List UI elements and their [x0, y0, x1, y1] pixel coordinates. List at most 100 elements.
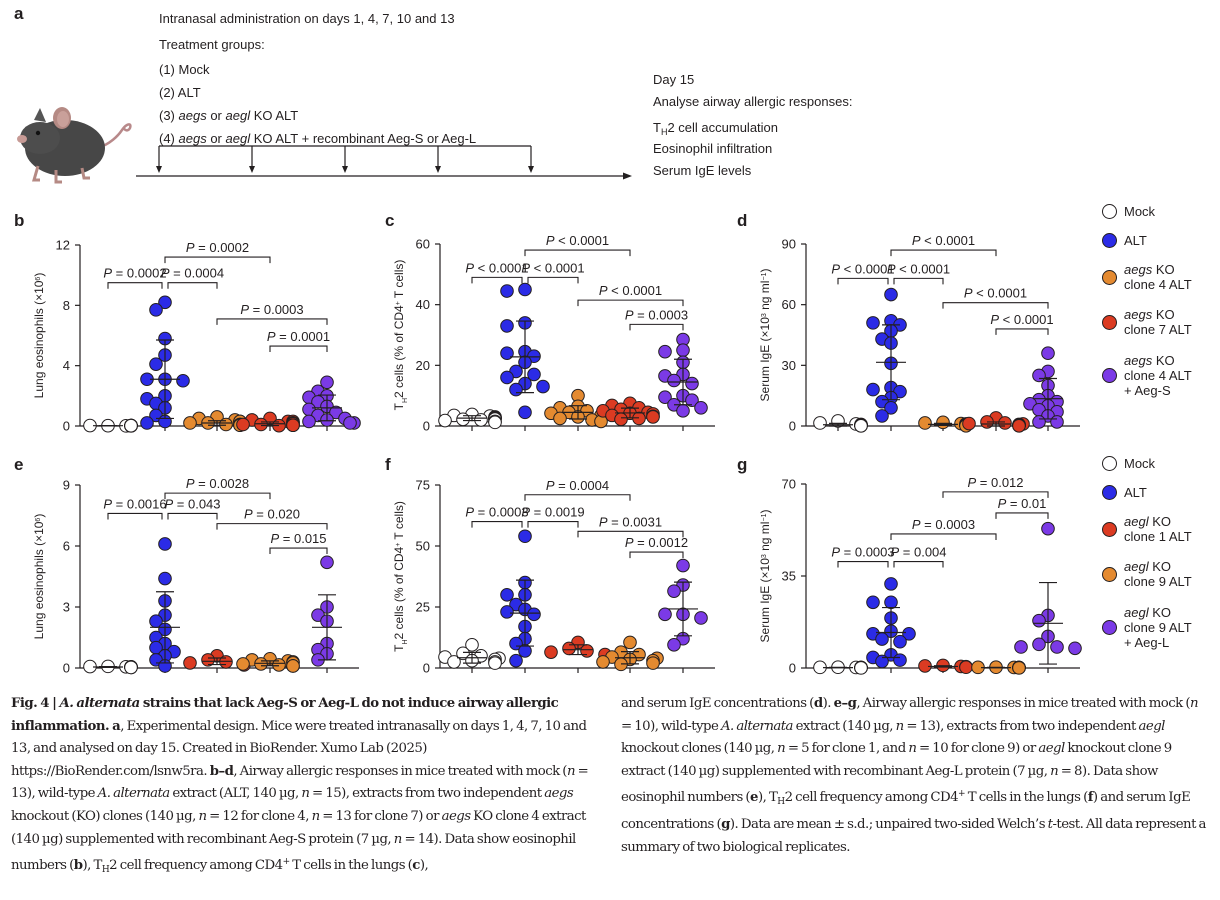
data-point — [527, 607, 541, 622]
legend-item: aegs KO clone 4 ALT — [1102, 262, 1192, 292]
data-point — [201, 653, 215, 667]
y-tick-label: 9 — [63, 478, 70, 493]
p-value-label: P < 0.0001 — [599, 283, 662, 298]
legend-swatch-icon — [1102, 620, 1117, 635]
treatment-group-item: (2) ALT — [159, 85, 201, 100]
legend-item: aegl KO clone 1 ALT — [1102, 514, 1192, 544]
series-1 — [140, 295, 190, 430]
p-value-label: P = 0.0012 — [625, 535, 688, 550]
p-value-label: P = 0.0004 — [161, 266, 224, 281]
legend-item: aegl KO clone 9 ALT — [1102, 559, 1192, 589]
data-point — [500, 370, 514, 385]
data-point — [1068, 641, 1082, 656]
data-point — [1032, 613, 1046, 628]
legend-label: aegl KO clone 9 ALT + Aeg-L — [1124, 605, 1192, 650]
readout-item: Serum IgE levels — [653, 163, 752, 178]
significance-bracket: P = 0.0002 — [103, 266, 167, 289]
data-point — [438, 413, 452, 428]
y-tick-label: 30 — [782, 358, 796, 373]
data-point — [219, 417, 233, 432]
significance-bracket: P = 0.0002 — [164, 240, 271, 264]
significance-bracket: P < 0.0001 — [465, 260, 529, 284]
series-1 — [866, 577, 916, 669]
data-point — [676, 558, 690, 573]
p-value-label: P = 0.0016 — [103, 496, 166, 511]
legend-label: aegs KO clone 7 ALT — [1124, 307, 1192, 337]
legend-item: Mock — [1102, 204, 1155, 219]
series-4 — [1023, 346, 1064, 429]
data-point — [866, 595, 880, 610]
chart-panel-c: 0 20 40 60 TH2 cells (% of CD4+ T cells) P < … — [392, 233, 715, 434]
data-point — [667, 638, 681, 652]
y-tick-label: 4 — [63, 358, 70, 373]
series-0 — [83, 418, 138, 433]
legend-label: aegl KO clone 1 ALT — [1124, 514, 1192, 544]
significance-bracket: P = 0.0031 — [577, 514, 684, 538]
data-point — [1041, 346, 1055, 361]
legend-item: aegs KO clone 7 ALT — [1102, 307, 1192, 337]
data-point — [694, 401, 708, 415]
significance-bracket: P = 0.0012 — [625, 535, 688, 559]
data-point — [893, 634, 907, 649]
significance-bracket: P = 0.0016 — [103, 496, 167, 520]
data-point — [1032, 415, 1046, 429]
series-3 — [236, 652, 300, 673]
y-tick-label: 0 — [63, 419, 70, 434]
series-0 — [83, 659, 138, 675]
series-3 — [236, 411, 300, 433]
y-axis-label: Lung eosinophils (×106) — [32, 514, 46, 640]
data-point — [562, 641, 576, 656]
significance-bracket: P < 0.0001 — [890, 233, 997, 257]
data-point — [124, 418, 138, 433]
legend-item: aegl KO clone 9 ALT + Aeg-L — [1102, 605, 1192, 650]
y-tick-label: 0 — [423, 661, 430, 676]
series-4 — [302, 375, 361, 430]
p-value-label: P = 0.0001 — [267, 329, 330, 344]
panel-letter-b: b — [14, 211, 25, 230]
day-15-label: Day 15 — [653, 72, 695, 87]
significance-bracket: P = 0.015 — [269, 531, 328, 555]
series-0 — [813, 660, 868, 675]
p-value-label: P = 0.0003 — [831, 545, 894, 560]
series-0 — [438, 407, 502, 430]
y-tick-label: 0 — [63, 661, 70, 676]
data-point — [272, 658, 286, 672]
y-tick-label: 3 — [63, 600, 70, 615]
data-point — [694, 611, 708, 625]
p-value-label: P = 0.0002 — [103, 266, 166, 281]
p-value-label: P < 0.0001 — [912, 233, 975, 248]
series-1 — [500, 529, 541, 668]
p-value-label: P < 0.0001 — [887, 261, 950, 276]
p-value-label: P = 0.020 — [244, 507, 300, 522]
significance-bracket: P = 0.0003 — [216, 302, 328, 325]
significance-bracket: P = 0.0003 — [890, 517, 997, 540]
data-point — [646, 656, 660, 670]
data-point — [1012, 418, 1026, 433]
data-point — [813, 416, 827, 430]
data-point — [488, 656, 502, 670]
figure-caption-col1: Fig. 4 | A. alternata strains that lack … — [11, 696, 589, 876]
y-axis-label: Lung eosinophils (×106) — [32, 273, 46, 399]
series-1 — [866, 287, 907, 423]
p-value-label: P < 0.0001 — [990, 312, 1053, 327]
y-tick-label: 20 — [416, 358, 430, 373]
data-point — [854, 418, 868, 433]
data-point — [1012, 661, 1026, 675]
data-point — [286, 418, 300, 433]
data-point — [254, 417, 268, 432]
data-point — [500, 284, 514, 298]
y-tick-label: 60 — [416, 237, 430, 252]
data-point — [124, 660, 138, 675]
treatment-group-item: (4) aegs or aegl KO ALT + recombinant Ae… — [159, 131, 477, 146]
significance-bracket: P = 0.043 — [164, 496, 221, 520]
data-point — [676, 404, 690, 418]
legend-item: ALT — [1102, 485, 1147, 500]
data-point — [456, 412, 470, 427]
panel-letter-a: a — [14, 4, 24, 23]
data-point — [158, 571, 172, 586]
design-treatment-groups-label: Treatment groups: — [159, 37, 265, 52]
series-4 — [311, 555, 342, 667]
significance-bracket: P = 0.0003 — [465, 505, 529, 528]
data-point — [893, 653, 907, 667]
p-value-label: P < 0.0001 — [831, 261, 894, 276]
